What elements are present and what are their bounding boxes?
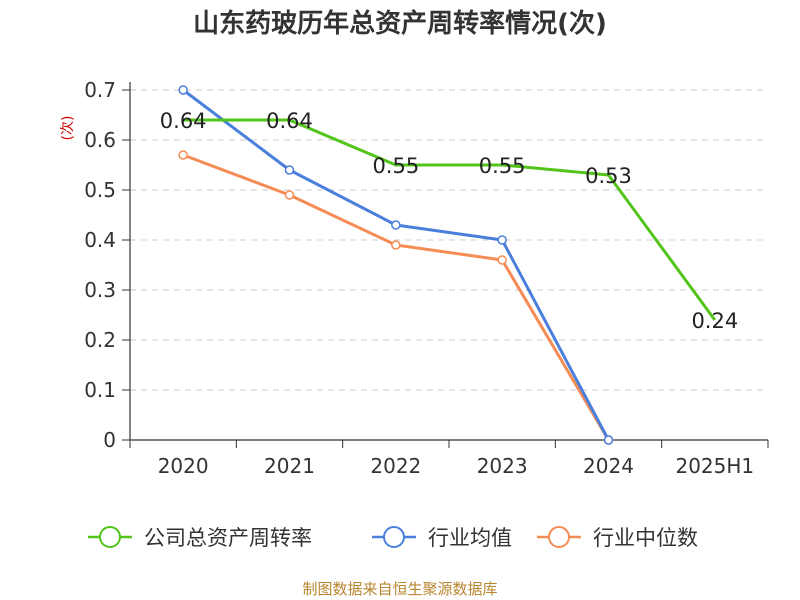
x-tick-label: 2024 [583,454,634,478]
series-point-1 [497,235,507,245]
data-label: 0.53 [585,164,632,188]
source-note: 制图数据来自恒生聚源数据库 [302,580,497,598]
y-tick-label: 0.2 [84,328,116,352]
series-line-2 [182,153,610,441]
legend: 公司总资产周转率 行业均值 行业中位数 [88,526,698,550]
series-point-1 [178,85,188,95]
y-tick-label: 0.5 [84,178,116,202]
data-label: 0.24 [691,309,738,333]
data-label: 0.55 [479,154,526,178]
x-tick-label: 2022 [370,454,421,478]
series-line-0 [183,118,717,321]
axes: 0 0.1 0.2 0.3 0.4 0.5 0.6 0.7 2020 2021 2022 2023 20… [84,78,769,478]
y-tick-label: 0 [103,428,116,452]
x-tick-label: 2025H1 [675,454,754,478]
data-label: 0.55 [372,154,419,178]
series-point-1 [284,165,295,175]
legend-swatch-marker [383,526,405,548]
y-tick-label: 0.3 [84,278,116,302]
series-lines [178,85,717,445]
y-tick-label: 0.6 [84,128,116,152]
x-tick-label: 2020 [158,454,209,478]
data-label: 0.64 [160,109,207,133]
series-point-2 [391,240,401,250]
y-axis-unit: (次) [60,116,76,141]
x-tick-label: 2023 [477,454,528,478]
series-point-2 [497,255,507,265]
series-point-2 [284,190,295,200]
x-tick-label: 2021 [264,454,315,478]
data-labels: 0.64 0.64 0.55 0.55 0.53 0.24 [160,109,738,333]
data-label: 0.64 [266,109,313,133]
legend-label: 公司总资产周转率 [144,526,312,550]
grid [130,89,768,391]
y-tick-label: 0.4 [84,228,116,252]
legend-swatch-marker [548,526,570,548]
chart-title: 山东药玻历年总资产周转率情况(次) [193,8,607,39]
y-tick-label: 0.7 [84,78,116,102]
series-point-1 [603,435,614,445]
legend-swatch-marker [99,526,121,548]
series-line-1 [182,88,610,441]
series-point-2 [178,150,188,160]
legend-label: 行业均值 [428,526,512,550]
series-point-1 [391,220,401,230]
y-tick-label: 0.1 [84,378,116,402]
legend-label: 行业中位数 [593,526,698,550]
